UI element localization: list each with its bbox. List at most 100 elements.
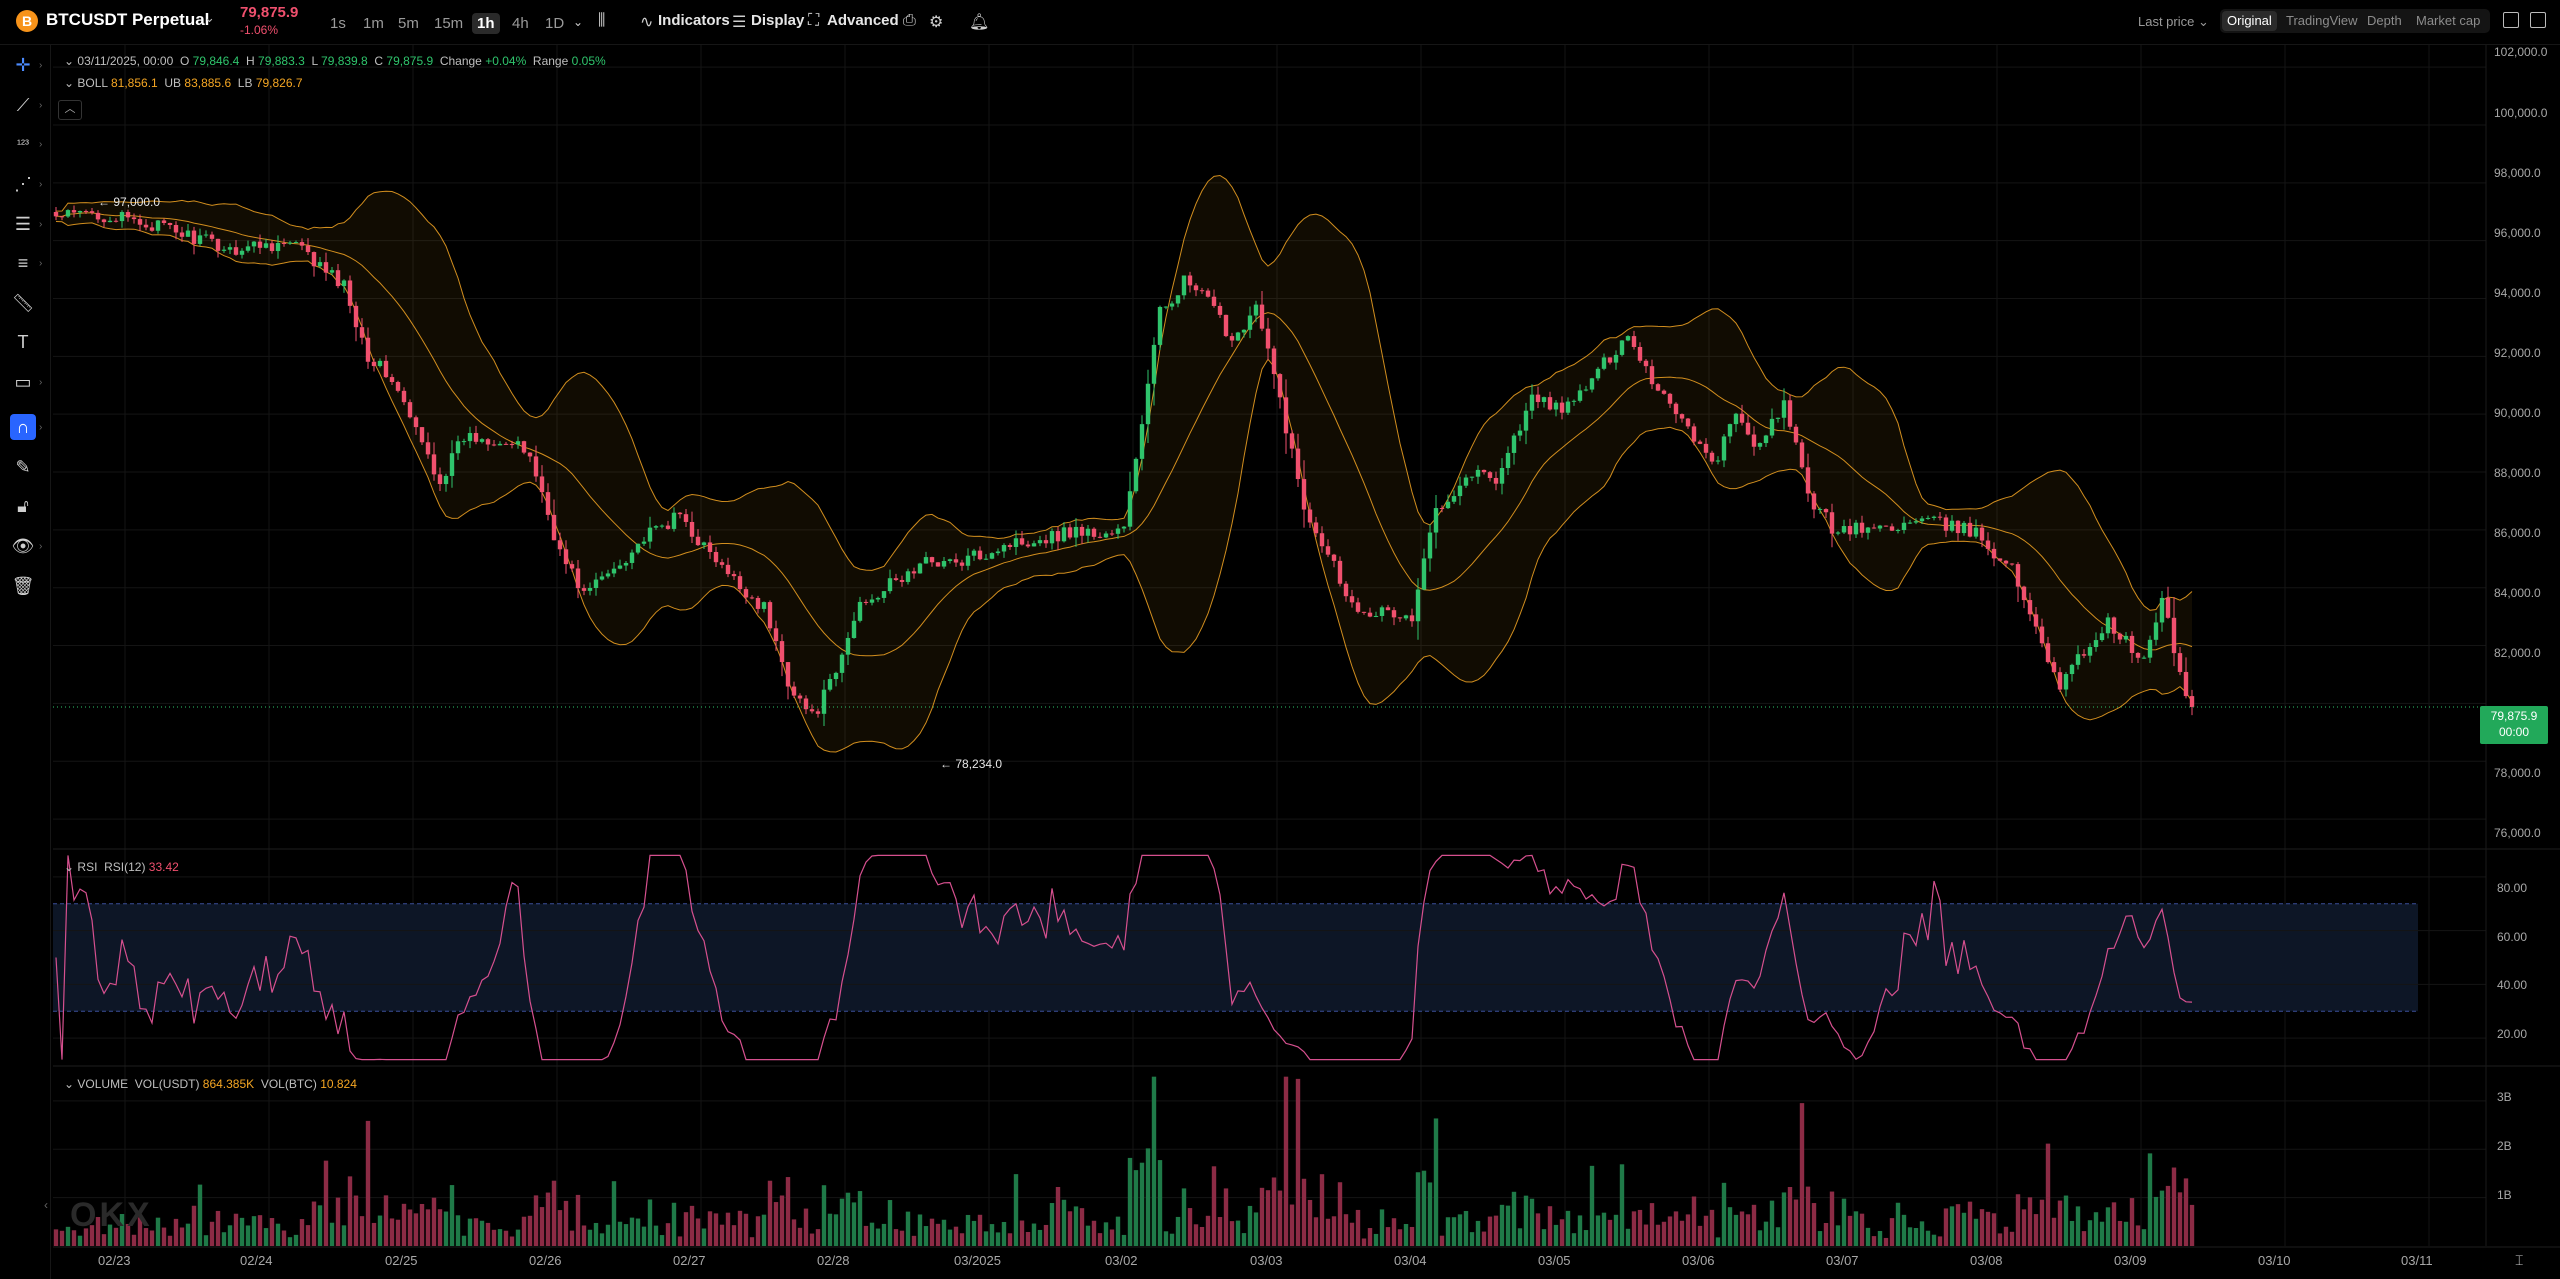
chevron-right-icon[interactable]: ›: [39, 139, 43, 150]
chevron-right-icon[interactable]: ›: [39, 377, 43, 388]
screenshot-icon[interactable]: ⎙: [903, 12, 916, 29]
timeframe-1d[interactable]: 1D: [545, 15, 565, 32]
volume-bar: [971, 1220, 977, 1246]
candle-body: [569, 564, 575, 569]
volume-bar: [2177, 1192, 2183, 1246]
advanced-icon[interactable]: ⛶: [808, 12, 820, 29]
magnet-icon[interactable]: ∩: [10, 414, 36, 440]
chevron-right-icon[interactable]: ›: [39, 422, 43, 433]
chevron-down-icon[interactable]: ⌄: [64, 1077, 75, 1091]
tab-depth[interactable]: Depth: [2367, 13, 2402, 28]
candle-body: [2069, 664, 2075, 675]
channel-icon[interactable]: ≡: [17, 253, 29, 273]
candle-body: [1739, 413, 1745, 423]
candle-body: [2177, 653, 2183, 672]
pattern-icon[interactable]: ⋰: [14, 174, 32, 194]
volume-bar: [1445, 1217, 1451, 1246]
candle-body: [1673, 403, 1679, 415]
fullscreen-icon[interactable]: [2530, 12, 2546, 28]
display-button[interactable]: Display: [751, 12, 805, 29]
trend-line-icon[interactable]: ⟋: [16, 95, 30, 115]
chevron-down-icon[interactable]: ⌄: [64, 54, 75, 68]
volume-bar: [1661, 1221, 1667, 1246]
candle-body: [281, 243, 287, 245]
chevron-right-icon[interactable]: ›: [39, 541, 43, 552]
volume-bar: [1703, 1215, 1709, 1246]
candle-body: [1493, 477, 1499, 484]
candle-body: [1421, 558, 1427, 590]
volume-bar: [317, 1205, 323, 1246]
lock-icon[interactable]: 🔓︎: [17, 496, 29, 516]
chevron-right-icon[interactable]: ›: [39, 179, 43, 190]
tab-original[interactable]: Original: [2222, 11, 2277, 31]
volume-bar: [905, 1211, 911, 1246]
candle-body: [815, 711, 821, 714]
chevron-down-icon[interactable]: ⌄: [64, 76, 75, 90]
fibonacci-icon[interactable]: ☰: [14, 214, 32, 234]
timeframe-5m[interactable]: 5m: [398, 15, 419, 32]
timeframe-1h[interactable]: 1h: [472, 13, 500, 34]
rsi-axis-label: 20.00: [2497, 1027, 2528, 1041]
low-label: L: [311, 54, 318, 68]
brush-icon[interactable]: ✎: [15, 457, 31, 477]
price-source-select[interactable]: Last price ⌄: [2138, 14, 2209, 30]
volume-bar: [1391, 1218, 1397, 1246]
volume-bar: [755, 1216, 761, 1246]
price-line-icon[interactable]: ¹²³: [17, 137, 29, 151]
timeframe-1m[interactable]: 1m: [363, 15, 384, 32]
timeframe-4h[interactable]: 4h: [512, 15, 529, 32]
candle-body: [221, 249, 227, 251]
settings-gear-icon[interactable]: ⚙: [929, 14, 944, 31]
symbol-selector[interactable]: BTCUSDT Perpetual: [46, 10, 210, 29]
window-layout-icon[interactable]: [2503, 12, 2519, 28]
volume-bar: [1529, 1198, 1535, 1246]
cursor-icon[interactable]: ⌶: [2515, 1252, 2524, 1268]
tab-market-cap[interactable]: Market cap: [2416, 13, 2481, 28]
display-icon[interactable]: ☰: [732, 14, 747, 31]
chevron-down-icon[interactable]: ⌄: [204, 10, 215, 25]
volume-bar: [773, 1202, 779, 1246]
volume-bar: [1163, 1231, 1169, 1246]
candle-type-icon[interactable]: ⫼: [598, 12, 606, 29]
shape-tool-icon[interactable]: ▭: [14, 372, 32, 392]
chevron-down-icon[interactable]: ⌄: [64, 860, 75, 874]
volume-bar: [1193, 1224, 1199, 1246]
tab-tradingview[interactable]: TradingView: [2286, 13, 2358, 28]
advanced-button[interactable]: Advanced: [827, 12, 899, 29]
candle-body: [1811, 493, 1817, 510]
price-axis-label: 98,000.0: [2494, 166, 2541, 180]
price-axis-label: 96,000.0: [2494, 226, 2541, 240]
candle-body: [935, 562, 941, 567]
volume-bar: [1631, 1211, 1637, 1246]
candle-body: [701, 542, 707, 546]
chevron-right-icon[interactable]: ›: [39, 60, 43, 71]
volume-bar: [1967, 1201, 1973, 1246]
visibility-eye-icon[interactable]: 👁︎: [11, 536, 35, 556]
timeframe-more-icon[interactable]: ⌄: [573, 15, 584, 29]
candle-body: [1823, 509, 1829, 513]
chevron-right-icon[interactable]: ›: [39, 258, 43, 269]
indicators-icon[interactable]: ∿: [640, 14, 654, 31]
indicators-button[interactable]: Indicators: [658, 12, 730, 29]
candle-body: [485, 439, 491, 445]
candle-body: [839, 654, 845, 673]
ruler-icon[interactable]: 📏︎: [11, 293, 35, 313]
candle-body: [851, 620, 857, 638]
candle-body: [1355, 602, 1361, 612]
candle-body: [725, 564, 731, 575]
timeframe-1s[interactable]: 1s: [330, 15, 346, 32]
chevron-right-icon[interactable]: ›: [39, 219, 43, 230]
candle-body: [503, 443, 509, 445]
trash-icon[interactable]: 🗑︎: [11, 576, 35, 596]
chevron-left-icon[interactable]: ‹: [44, 1198, 48, 1212]
candle-body: [1235, 332, 1241, 341]
collapse-legend-button[interactable]: ︿: [58, 100, 82, 120]
text-tool-icon[interactable]: T: [17, 332, 29, 352]
timeframe-15m[interactable]: 15m: [434, 15, 464, 32]
pane-dividers: [53, 44, 2560, 1248]
alert-bell-icon[interactable]: 🔔︎: [969, 14, 990, 31]
chevron-right-icon[interactable]: ›: [39, 100, 43, 111]
candle-body: [641, 541, 647, 544]
crosshair-icon[interactable]: ✛: [15, 55, 31, 75]
